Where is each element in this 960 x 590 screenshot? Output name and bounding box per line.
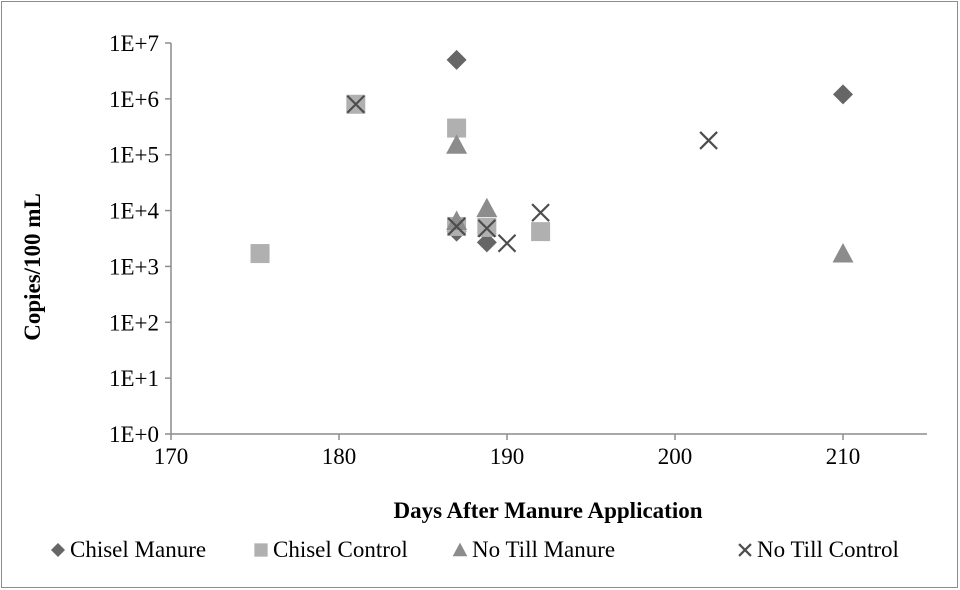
data-points [250, 49, 854, 264]
no-till-manure-legend-marker [452, 542, 468, 557]
y-tick-label: 1E+6 [109, 87, 159, 112]
no-till-manure-legend-label: No Till Manure [472, 537, 615, 562]
chisel-control-point [250, 244, 270, 264]
y-tick-label: 1E+4 [109, 199, 160, 224]
no-till-control-point [447, 217, 466, 236]
x-axis-title: Days After Manure Application [393, 498, 702, 523]
x-tick-label: 190 [490, 444, 525, 469]
chisel-manure-point [833, 84, 853, 105]
no-till-control-point [699, 131, 718, 150]
plot-area [170, 43, 927, 435]
no-till-manure-point [832, 243, 854, 263]
chisel-control-point [531, 222, 551, 242]
y-axis-title: Copies/100 mL [20, 193, 45, 341]
x-tick-label: 170 [154, 444, 189, 469]
x-tick-label: 180 [322, 444, 357, 469]
chisel-manure-point [446, 49, 467, 70]
legend: Chisel Manure Chisel Control No Till Manur… [51, 537, 899, 562]
y-tick-label: 1E+0 [109, 422, 159, 447]
chisel-manure-point [476, 232, 497, 253]
y-tick-label: 1E+1 [109, 366, 159, 391]
chisel-control-legend-marker [254, 543, 268, 557]
chisel-control-point [447, 118, 467, 138]
no-till-manure-point [476, 197, 498, 218]
y-axis-ticks: 1E+0 1E+1 1E+2 1E+3 1E+4 1E+5 1E+6 1E+7 [109, 31, 171, 447]
no-till-manure-point [446, 210, 468, 230]
x-axis-ticks: 170 180 190 200 210 [154, 434, 861, 469]
no-till-control-legend-marker [738, 543, 752, 557]
x-tick-label: 210 [826, 444, 861, 469]
no-till-control-point [346, 94, 366, 114]
chisel-manure-legend-label: Chisel Manure [70, 537, 206, 562]
y-tick-label: 1E+5 [109, 143, 159, 168]
no-till-control-point [477, 219, 497, 238]
no-till-control-legend-label: No Till Control [757, 537, 899, 562]
no-till-control-point [531, 203, 550, 222]
y-tick-label: 1E+7 [109, 31, 159, 56]
y-tick-label: 1E+2 [109, 310, 159, 335]
y-tick-label: 1E+3 [109, 254, 159, 279]
x-tick-label: 200 [658, 444, 693, 469]
chisel-control-legend-label: Chisel Control [273, 537, 408, 562]
no-till-control-point [497, 233, 517, 253]
chisel-manure-legend-marker [51, 543, 65, 557]
no-till-manure-point [446, 134, 468, 154]
